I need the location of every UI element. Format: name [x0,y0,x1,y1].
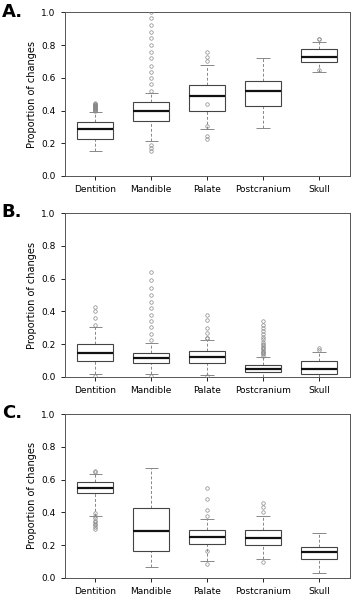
Bar [301,49,337,62]
Bar [78,122,113,139]
Bar [245,81,281,106]
Text: C.: C. [2,404,22,422]
Bar [301,361,337,374]
Y-axis label: Proportion of changes: Proportion of changes [27,41,37,148]
Bar [301,547,337,559]
Bar [189,85,225,110]
Text: A.: A. [2,2,23,20]
Bar [133,508,169,551]
Bar [189,350,225,363]
Y-axis label: Proportion of changes: Proportion of changes [27,442,37,550]
Text: B.: B. [2,203,22,221]
Bar [245,365,281,372]
Bar [78,344,113,361]
Bar [189,530,225,544]
Bar [133,101,169,121]
Y-axis label: Proportion of changes: Proportion of changes [27,242,37,349]
Bar [133,353,169,363]
Bar [78,482,113,493]
Bar [245,530,281,545]
